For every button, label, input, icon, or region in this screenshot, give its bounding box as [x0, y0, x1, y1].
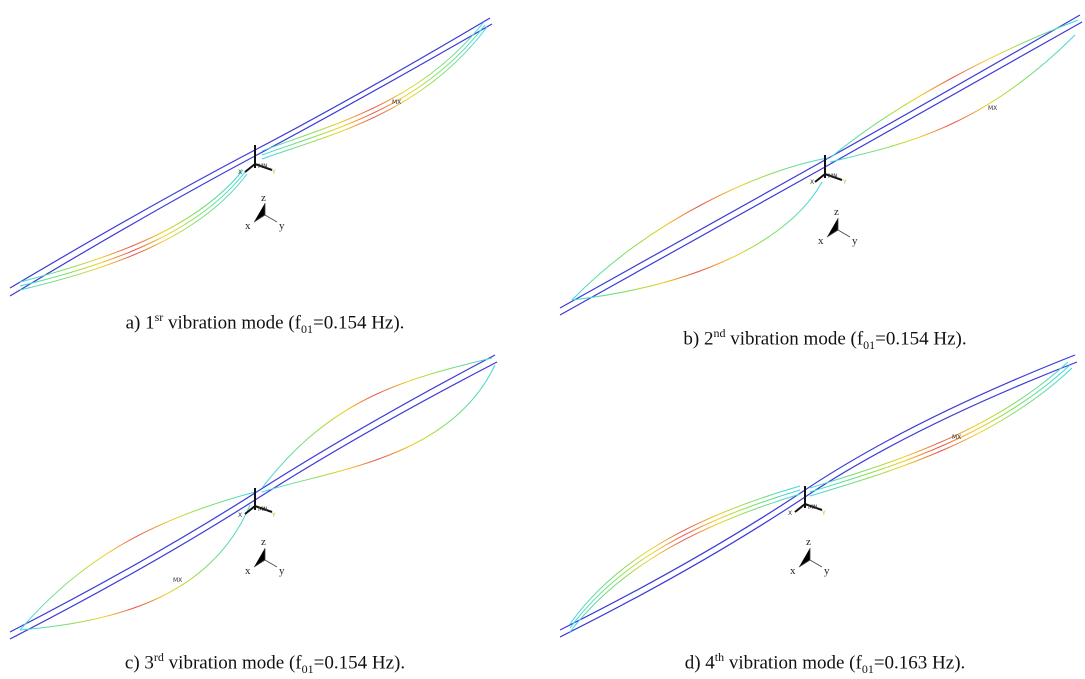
- mn-label: MN: [258, 163, 268, 170]
- axis-y: y: [824, 565, 830, 577]
- caption-sub: 01: [861, 662, 874, 677]
- panel-d: MX MN X Y z x y: [559, 354, 1078, 638]
- caption-text: =0.154 Hz).: [875, 328, 967, 350]
- mx-label: MX: [952, 434, 961, 441]
- triad-x: X: [238, 512, 242, 519]
- triad-y: Y: [271, 169, 276, 176]
- caption-sup: nd: [713, 326, 726, 340]
- caption-text: =0.163 Hz).: [873, 652, 966, 674]
- caption-d: d) 4th vibration mode (f01=0.163 Hz).: [685, 650, 966, 677]
- caption-c: c) 3rd vibration mode (f01=0.154 Hz).: [125, 650, 405, 677]
- mn-label: MN: [258, 506, 268, 513]
- triad-x: X: [238, 169, 242, 176]
- axis-z: z: [806, 536, 811, 548]
- axis-z: z: [261, 192, 266, 204]
- caption-text: a) 1: [125, 312, 155, 334]
- axis-z: z: [261, 536, 266, 548]
- panel-b: MX MN X Y z x y: [559, 14, 1083, 316]
- caption-text: b) 2: [683, 328, 714, 350]
- axis-x: x: [790, 565, 796, 577]
- axis-x: x: [245, 220, 251, 232]
- mn-label: MN: [808, 504, 818, 511]
- axis-z: z: [834, 206, 839, 218]
- caption-text: d) 4: [684, 652, 715, 674]
- axis-y: y: [279, 220, 285, 232]
- triad-y: Y: [271, 512, 276, 519]
- axis-x: x: [818, 235, 824, 247]
- caption-sub: 01: [863, 338, 876, 353]
- axis-y: y: [279, 565, 285, 577]
- axis-x: x: [245, 565, 251, 577]
- panel-a: MX MN X Y z x y: [9, 17, 493, 297]
- mn-label: MN: [828, 173, 838, 180]
- axis-y: y: [852, 235, 858, 247]
- panel-c: MX MN X Y z x y: [9, 354, 498, 640]
- caption-text: vibration mode (f: [163, 312, 301, 334]
- caption-sub: 01: [300, 322, 313, 337]
- caption-text: c) 3: [124, 652, 154, 674]
- mx-label: MX: [988, 105, 997, 112]
- triad-x: X: [810, 179, 814, 186]
- triad-y: Y: [842, 179, 847, 186]
- caption-sup: sr: [154, 310, 164, 324]
- caption-text: vibration mode (f: [724, 652, 862, 674]
- triad-x: X: [788, 510, 792, 517]
- caption-text: vibration mode (f: [725, 328, 864, 350]
- caption-text: vibration mode (f: [163, 652, 302, 674]
- caption-text: =0.154 Hz).: [313, 652, 406, 674]
- caption-a: a) 1sr vibration mode (f01=0.154 Hz).: [126, 310, 405, 337]
- caption-sup: rd: [153, 650, 164, 664]
- triad-y: Y: [821, 510, 826, 517]
- mx-label: MX: [392, 99, 401, 106]
- caption-text: =0.154 Hz).: [312, 312, 405, 334]
- caption-sup: th: [714, 650, 725, 664]
- caption-sub: 01: [301, 662, 314, 677]
- caption-b: b) 2nd vibration mode (f01=0.154 Hz).: [683, 326, 966, 353]
- mx-label: MX: [173, 577, 182, 584]
